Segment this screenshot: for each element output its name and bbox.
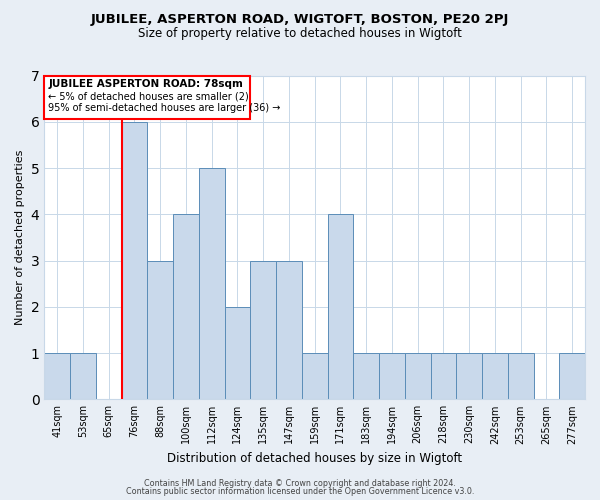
Bar bbox=[250, 260, 276, 400]
Bar bbox=[173, 214, 199, 400]
Text: Contains public sector information licensed under the Open Government Licence v3: Contains public sector information licen… bbox=[126, 487, 474, 496]
Bar bbox=[122, 122, 147, 400]
Bar bbox=[559, 353, 585, 400]
Bar bbox=[353, 353, 379, 400]
Bar bbox=[508, 353, 533, 400]
Text: Contains HM Land Registry data © Crown copyright and database right 2024.: Contains HM Land Registry data © Crown c… bbox=[144, 478, 456, 488]
Bar bbox=[328, 214, 353, 400]
Y-axis label: Number of detached properties: Number of detached properties bbox=[15, 150, 25, 325]
Bar bbox=[70, 353, 96, 400]
Bar bbox=[276, 260, 302, 400]
X-axis label: Distribution of detached houses by size in Wigtoft: Distribution of detached houses by size … bbox=[167, 452, 462, 465]
Text: 95% of semi-detached houses are larger (36) →: 95% of semi-detached houses are larger (… bbox=[48, 104, 281, 114]
Bar bbox=[199, 168, 224, 400]
Text: JUBILEE ASPERTON ROAD: 78sqm: JUBILEE ASPERTON ROAD: 78sqm bbox=[48, 78, 243, 88]
Bar bbox=[431, 353, 456, 400]
Bar bbox=[405, 353, 431, 400]
Text: ← 5% of detached houses are smaller (2): ← 5% of detached houses are smaller (2) bbox=[48, 92, 249, 102]
Bar bbox=[224, 307, 250, 400]
FancyBboxPatch shape bbox=[44, 76, 250, 120]
Bar bbox=[456, 353, 482, 400]
Bar bbox=[44, 353, 70, 400]
Bar bbox=[482, 353, 508, 400]
Text: JUBILEE, ASPERTON ROAD, WIGTOFT, BOSTON, PE20 2PJ: JUBILEE, ASPERTON ROAD, WIGTOFT, BOSTON,… bbox=[91, 12, 509, 26]
Text: Size of property relative to detached houses in Wigtoft: Size of property relative to detached ho… bbox=[138, 28, 462, 40]
Bar bbox=[379, 353, 405, 400]
Bar bbox=[147, 260, 173, 400]
Bar bbox=[302, 353, 328, 400]
